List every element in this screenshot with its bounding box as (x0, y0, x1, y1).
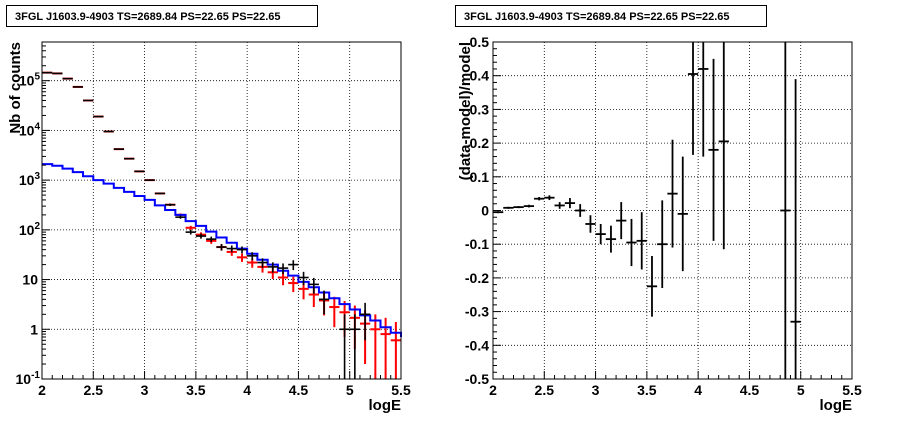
left-y-tick-label: 105 (19, 72, 41, 89)
right-y-tick-label: -0.3 (465, 304, 489, 320)
left-y-tick-label: 10 (22, 272, 38, 288)
right-y-tick-label: 0.1 (470, 169, 490, 185)
left-x-tick-label: 2.5 (84, 382, 104, 398)
left-x-tick-label: 5 (346, 382, 354, 398)
right-y-tick-label: 0.2 (470, 135, 490, 151)
right-y-tick-label: 0.3 (470, 101, 490, 117)
right-y-tick-label: -0.2 (465, 270, 489, 286)
left-x-tick-label: 4 (243, 382, 251, 398)
right-x-tick-label: 3 (592, 382, 600, 398)
right-x-tick-label: 5 (797, 382, 805, 398)
left-y-tick-label: 10-1 (16, 370, 41, 387)
right-plot-area: 2 2.5 3 3.5 4 4.5 5 5.5 -0.5 -0.4 -0.3 -0.2 -0.1 0 0.1… (457, 34, 862, 414)
chart-title-right: 3FGL J1603.9-4903 TS=2689.84 PS=22.65 PS… (455, 5, 767, 27)
left-y-tick-label: 103 (19, 171, 41, 188)
left-y-tick-label: 1 (30, 321, 38, 337)
left-x-tick-label: 3 (141, 382, 149, 398)
right-x-tick-label: 3.5 (637, 382, 657, 398)
left-x-tick-label: 5.5 (391, 382, 411, 398)
right-x-axis-title: logE (820, 397, 853, 414)
right-x-tick-label: 4 (694, 382, 702, 398)
left-x-tick-label: 4.5 (289, 382, 309, 398)
left-x-tick-label: 3.5 (186, 382, 206, 398)
left-x-tick-label: 2 (38, 382, 46, 398)
right-y-axis-title: (data-model)/model (457, 42, 474, 180)
right-x-tick-label: 5.5 (842, 382, 862, 398)
source-model-line (42, 163, 402, 337)
chart-title-left: 3FGL J1603.9-4903 TS=2689.84 PS=22.65 PS… (6, 5, 318, 27)
left-plot-frame (41, 41, 402, 380)
left-y-tick-label: 102 (19, 221, 41, 238)
right-y-tick-label: -0.5 (465, 371, 489, 387)
right-y-tick-label: 0.4 (470, 68, 490, 84)
left-x-axis-title: logE (369, 397, 402, 414)
right-y-tick-label: -0.4 (465, 337, 489, 353)
left-plot-background (42, 42, 401, 379)
left-plot-area: 2 2.5 3 3.5 4 4.5 5 5.5 10-1 1 10 102 103 104 105 logE N… (7, 41, 411, 414)
right-x-tick-label: 4.5 (740, 382, 760, 398)
right-y-tick-label: 0 (481, 203, 489, 219)
right-y-tick-label: -0.1 (465, 236, 489, 252)
left-y-tick-label: 104 (19, 121, 41, 138)
left-y-axis-title: Nb of counts (7, 42, 24, 134)
right-y-tick-label: 0.5 (470, 34, 490, 50)
right-x-tick-label: 2.5 (535, 382, 555, 398)
right-x-tick-label: 2 (489, 382, 497, 398)
